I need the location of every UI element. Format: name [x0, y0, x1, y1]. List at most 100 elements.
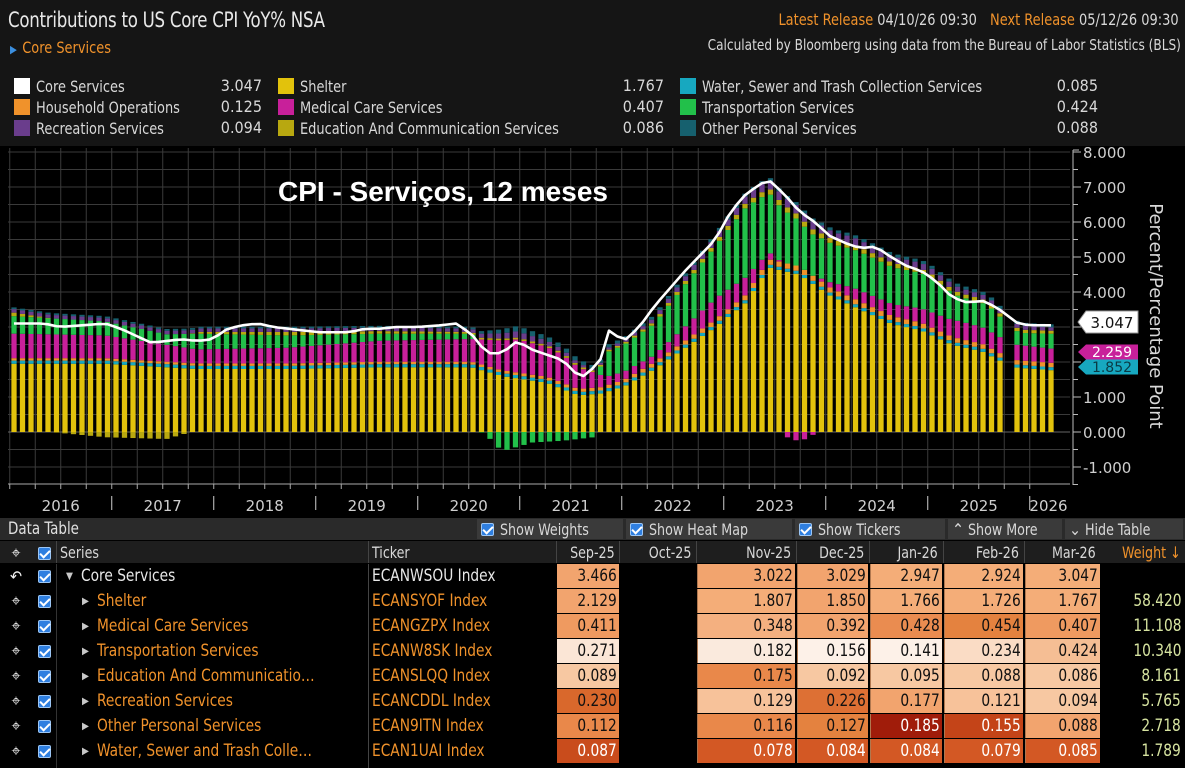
collapse-icon[interactable]: ▼ [66, 570, 73, 582]
legend-item[interactable]: Education And Communication Services [278, 118, 588, 138]
table-row[interactable]: ⌖ ▶ Education And Communicatio… ECANSLQQ In… [0, 664, 1185, 689]
series-name-cell[interactable]: ▶ Other Personal Services [82, 716, 262, 736]
hide-table-button[interactable]: ⌄ Hide Table [1065, 519, 1183, 539]
expand-icon[interactable]: ▶ [82, 720, 89, 732]
expand-icon[interactable]: ▶ [82, 695, 89, 707]
table-row[interactable]: ⌖ ▶ Water, Sewer and Trash Colle… ECAN1UAI … [0, 739, 1185, 764]
bar-segment [844, 247, 850, 287]
ticker-cell[interactable]: ECANW8SK Index [372, 641, 493, 661]
expand-icon[interactable]: ▶ [82, 620, 89, 632]
show-weights-toggle[interactable]: Show Weights [477, 519, 623, 539]
ticker-cell[interactable]: ECANSLQQ Index [372, 666, 491, 686]
ticker-cell[interactable]: ECANSYOF Index [372, 591, 488, 611]
table-row[interactable]: ⌖ ▶ Other Personal Services ECAN9ITN Index 0… [0, 714, 1185, 739]
series-selector[interactable]: ▶ Core Services [10, 38, 111, 57]
bar-segment [963, 289, 969, 295]
bar-segment [62, 432, 68, 434]
legend-item[interactable]: Household Operations [14, 97, 196, 117]
expand-icon[interactable]: ▶ [82, 645, 89, 657]
column-header-weight[interactable]: Weight ↓ [1122, 542, 1181, 562]
column-header-month[interactable]: Oct-25 [648, 542, 691, 562]
bar-segment [597, 387, 604, 391]
crosshair-icon[interactable]: ⌖ [11, 741, 21, 760]
bar-segment [453, 331, 459, 334]
bar-segment [385, 340, 391, 362]
show-heat-map-toggle[interactable]: Show Heat Map [626, 519, 792, 539]
series-name-cell[interactable]: ▶ Recreation Services [82, 691, 233, 711]
legend-item[interactable]: Medical Care Services [278, 97, 458, 117]
column-header-month[interactable]: Mar-26 [1052, 542, 1096, 562]
bar-segment [529, 343, 536, 375]
ticker-cell[interactable]: ECANCDDL Index [372, 691, 491, 711]
series-name-cell[interactable]: ▶ Transportation Services [82, 641, 259, 661]
bar-segment [223, 334, 230, 349]
bar-segment [79, 432, 85, 435]
row-checkbox[interactable] [32, 564, 56, 588]
bar-segment [954, 338, 961, 343]
ticker-cell[interactable]: ECAN9ITN Index [372, 716, 484, 736]
series-name-cell[interactable]: ▶ Medical Care Services [82, 616, 249, 636]
bar-segment [810, 221, 816, 230]
row-checkbox[interactable] [32, 714, 56, 738]
row-checkbox[interactable] [32, 614, 56, 638]
series-selector-label: Core Services [22, 38, 111, 57]
row-checkbox[interactable] [32, 589, 56, 613]
column-header-series[interactable]: Series [60, 542, 99, 562]
legend-item[interactable]: Transportation Services [680, 97, 871, 117]
crosshair-icon[interactable]: ⌖ [11, 591, 21, 610]
select-all-checkbox[interactable] [32, 541, 56, 565]
crosshair-icon[interactable]: ⌖ [11, 666, 21, 685]
last-value-label: 1.852 [1092, 360, 1132, 376]
show-tickers-toggle[interactable]: Show Tickers [795, 519, 945, 539]
series-name-cell[interactable]: ▶ Shelter [82, 591, 147, 611]
row-checkbox[interactable] [32, 739, 56, 763]
table-row[interactable]: ⌖ ▶ Shelter ECANSYOF Index 2.129 1.807 1.850 1.… [0, 589, 1185, 614]
column-header-month[interactable]: Feb-26 [975, 542, 1019, 562]
reset-icon[interactable]: ↶ [9, 566, 23, 586]
bar-segment [691, 318, 697, 335]
row-checkbox[interactable] [32, 664, 56, 688]
show-more-button[interactable]: ⌃ Show More [948, 519, 1062, 539]
bar-segment [130, 432, 136, 439]
bar-segment [495, 371, 502, 375]
column-header-ticker[interactable]: Ticker [372, 542, 410, 562]
legend-item[interactable]: Recreation Services [14, 118, 178, 138]
column-header-month[interactable]: Nov-25 [745, 542, 791, 562]
expand-icon[interactable]: ▶ [82, 670, 89, 682]
bar-segment [793, 432, 799, 441]
ticker-cell[interactable]: ECANGZPX Index [372, 616, 491, 636]
bar-segment [555, 432, 561, 442]
series-name-cell[interactable]: ▼ Core Services [66, 566, 176, 586]
expand-icon[interactable]: ▶ [82, 745, 89, 757]
legend-item[interactable]: Other Personal Services [680, 118, 874, 138]
column-header-month[interactable]: Sep-25 [570, 542, 615, 562]
bar-segment [691, 341, 697, 432]
column-header-month[interactable]: Jan-26 [897, 542, 938, 562]
value-cell [620, 589, 695, 613]
expand-icon[interactable]: ▶ [82, 595, 89, 607]
row-checkbox[interactable] [32, 689, 56, 713]
crosshair-icon[interactable]: ⌖ [11, 543, 21, 562]
column-header-month[interactable]: Dec-25 [818, 542, 864, 562]
crosshair-icon[interactable]: ⌖ [11, 616, 21, 635]
table-row[interactable]: ⌖ ▶ Medical Care Services ECANGZPX Index 0.4… [0, 614, 1185, 639]
bar-segment [1039, 362, 1046, 367]
bar-segment [351, 364, 357, 368]
crosshair-icon[interactable]: ⌖ [11, 641, 21, 660]
bar-segment [70, 432, 77, 435]
series-name-cell[interactable]: ▶ Water, Sewer and Trash Colle… [82, 741, 312, 761]
row-checkbox[interactable] [32, 639, 56, 663]
legend-item[interactable]: Water, Sewer and Trash Collection Servic… [680, 76, 1013, 96]
crosshair-icon[interactable]: ⌖ [11, 716, 21, 735]
table-row[interactable]: ↶ ▼ Core Services ECANWSOU Index 3.466 3.022 3… [0, 564, 1185, 589]
table-row[interactable]: ⌖ ▶ Recreation Services ECANCDDL Index 0.230… [0, 689, 1185, 714]
series-name-cell[interactable]: ▶ Education And Communicatio… [82, 666, 315, 686]
crosshair-icon[interactable]: ⌖ [11, 691, 21, 710]
legend-item[interactable]: Shelter [278, 76, 352, 96]
bar-segment [147, 360, 153, 364]
table-row[interactable]: ⌖ ▶ Transportation Services ECANW8SK Index 0… [0, 639, 1185, 664]
bar-segment [555, 352, 561, 382]
ticker-cell[interactable]: ECAN1UAI Index [372, 741, 485, 761]
ticker-cell[interactable]: ECANWSOU Index [372, 566, 496, 586]
legend-item[interactable]: Core Services [14, 76, 135, 96]
